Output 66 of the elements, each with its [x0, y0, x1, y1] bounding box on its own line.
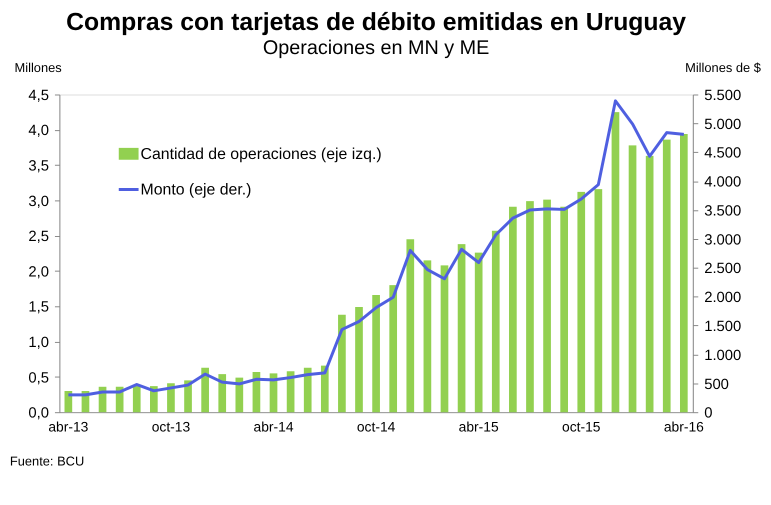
bar [680, 134, 688, 412]
bar [389, 285, 398, 412]
bar [270, 373, 278, 412]
y-tick-label: 2,0 [28, 264, 49, 280]
y2-axis-title: Millones de $ [685, 60, 761, 76]
y2-tick-label: 4.500 [704, 146, 742, 162]
bar [184, 380, 192, 412]
bar [662, 140, 671, 412]
bar [474, 252, 483, 412]
bar [577, 192, 586, 412]
y-tick-label: 2,5 [28, 229, 49, 246]
y2-tick-label: 5.000 [704, 116, 742, 133]
y-tick-label: 1,5 [28, 300, 49, 316]
bar [440, 265, 448, 412]
bar [355, 306, 363, 412]
bar [492, 230, 500, 412]
x-tick-label: abr-16 [664, 418, 704, 434]
bar [509, 206, 517, 412]
y2-tick-label: 1.500 [704, 318, 742, 335]
bar [594, 189, 602, 412]
y2-tick-label: 5.500 [704, 88, 742, 104]
x-tick-label: abr-14 [254, 418, 294, 434]
bar [612, 112, 620, 412]
y2-tick-label: 0 [704, 406, 712, 422]
x-tick-label: abr-15 [458, 418, 499, 434]
chart-title: Compras con tarjetas de débito emitidas en Uruguay [66, 9, 686, 36]
y-tick-label: 1,0 [28, 335, 49, 352]
x-tick-label: abr-13 [48, 418, 89, 434]
bar [646, 156, 654, 412]
bar [424, 260, 432, 412]
x-tick-label: oct-15 [562, 418, 601, 434]
bar [526, 201, 534, 412]
x-tick-label: oct-13 [152, 418, 190, 434]
chart-subtitle: Operaciones en MN y ME [262, 36, 490, 59]
line-series [66, 99, 686, 396]
y2-tick-label: 1.000 [704, 348, 742, 364]
y2-tick-label: 4.000 [704, 174, 742, 191]
bar [628, 145, 636, 412]
bar [252, 372, 260, 412]
bar [201, 368, 209, 412]
bar [304, 368, 312, 412]
bar [132, 385, 141, 412]
y-axis-title: Millones [14, 60, 62, 76]
bar [543, 200, 551, 412]
y-tick-label: 3,5 [28, 158, 49, 175]
legend-label: Cantidad de operaciones (eje izq.) [140, 146, 382, 163]
bar [458, 244, 466, 412]
y-tick-label: 3,0 [28, 194, 49, 210]
bar [560, 206, 568, 412]
bar [406, 239, 414, 412]
y2-tick-label: 2.000 [704, 290, 742, 306]
source-note: Fuente: BCU [10, 454, 84, 469]
y2-tick-label: 2.500 [704, 261, 742, 278]
y-tick-label: 0,5 [28, 370, 49, 386]
y2-tick-label: 3.500 [704, 203, 742, 220]
y2-tick-label: 3.000 [704, 232, 742, 248]
y2-tick-label: 500 [704, 376, 729, 393]
bar [64, 391, 72, 412]
bar [286, 371, 294, 412]
y-tick-label: 4,5 [28, 88, 49, 104]
legend-label: Monto (eje der.) [140, 181, 252, 198]
x-tick-label: oct-14 [356, 418, 396, 434]
bar [372, 294, 380, 412]
y-tick-label: 4,0 [28, 123, 49, 140]
y-tick-label: 0,0 [28, 406, 49, 422]
bar [338, 314, 346, 412]
